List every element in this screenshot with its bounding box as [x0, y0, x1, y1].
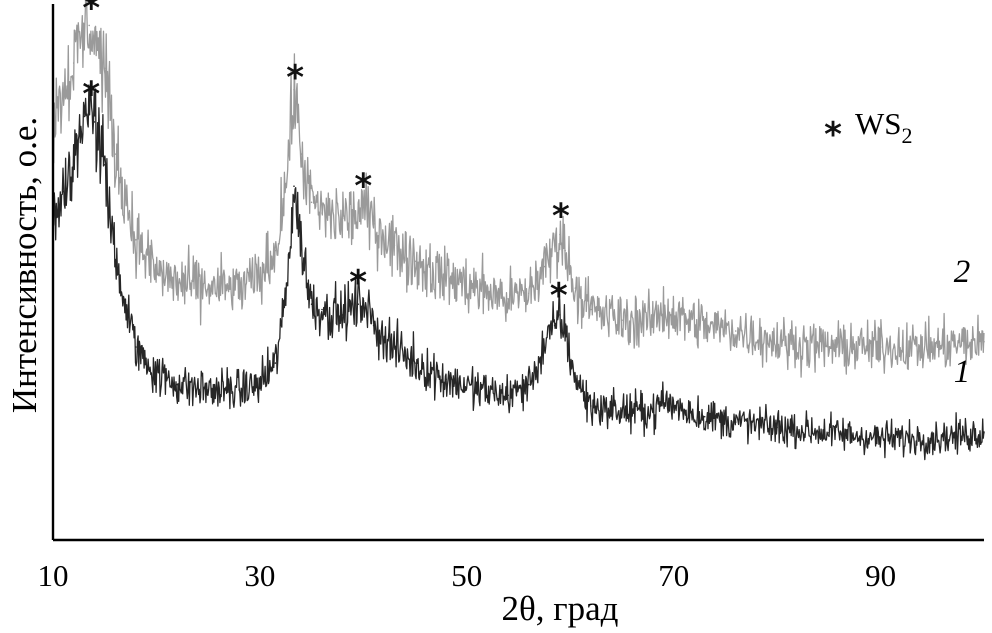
- series-1-point: [293, 185, 295, 187]
- x-axis-title: 2θ, град: [502, 589, 619, 628]
- legend: * WS2: [824, 106, 912, 155]
- series-1-point: [321, 308, 323, 311]
- series-2-line: [52, 0, 985, 378]
- peak-marker: *: [550, 276, 568, 316]
- peak-marker: *: [82, 75, 100, 115]
- series-layer: [52, 0, 985, 461]
- series-2-point: [734, 330, 737, 332]
- legend-marker: *: [824, 115, 842, 155]
- x-tick-label: 50: [451, 558, 482, 593]
- peak-marker: *: [552, 197, 570, 237]
- peak-marker: *: [82, 0, 100, 29]
- x-tick-label: 30: [244, 558, 275, 593]
- series-1-point: [703, 415, 706, 418]
- x-tick-labels: 10 30 50 70 90: [38, 558, 897, 593]
- x-tick-label: 10: [38, 558, 69, 593]
- peak-marker: *: [286, 58, 304, 98]
- series-label-2: 2: [954, 254, 971, 290]
- legend-label-subscript: 2: [902, 123, 913, 148]
- series-1-line: [52, 84, 985, 461]
- series-1-point: [274, 362, 277, 364]
- legend-label-main: WS: [855, 106, 902, 141]
- series-label-1: 1: [954, 354, 971, 390]
- peak-marker: *: [349, 263, 367, 303]
- y-axis-title: Интенсивность, о.е.: [5, 117, 44, 413]
- series-2-point: [88, 24, 90, 27]
- peak-marker: *: [354, 167, 372, 207]
- series-2-point: [310, 201, 313, 204]
- x-tick-label: 90: [865, 558, 896, 593]
- peak-marker-layer: * * * * * * *: [82, 0, 570, 316]
- x-tick-label: 70: [658, 558, 689, 593]
- legend-label: WS2: [855, 106, 913, 148]
